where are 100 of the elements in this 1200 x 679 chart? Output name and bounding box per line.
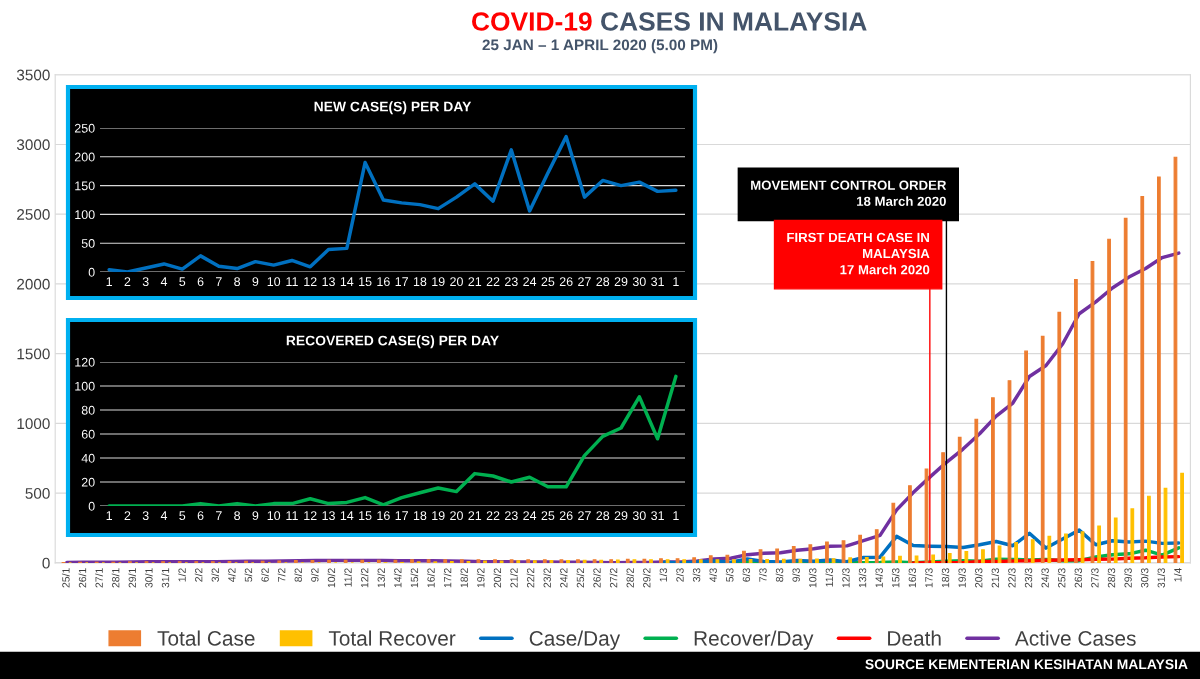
- x-tick-label: 25/2: [576, 568, 585, 588]
- x-tick-label: 17/2: [443, 568, 452, 588]
- x-tick-label: 26/1: [78, 568, 87, 588]
- x-tick-label: 16: [377, 277, 390, 287]
- bar: [997, 545, 1002, 563]
- x-tick-label: 13: [322, 277, 335, 287]
- bar: [1080, 531, 1085, 563]
- bar: [825, 541, 829, 563]
- y-tick-label: 0: [42, 557, 50, 569]
- x-tick-label: 27/3: [1090, 568, 1099, 588]
- chart-title: COVID-19 CASES IN MALAYSIA: [472, 12, 867, 31]
- bar: [632, 559, 637, 563]
- bar: [1097, 525, 1102, 563]
- bar: [742, 550, 746, 563]
- x-tick-label: 18: [413, 277, 427, 287]
- x-tick-label: 5: [179, 511, 186, 521]
- bar: [1014, 541, 1019, 563]
- y-tick-label: 100: [75, 210, 95, 220]
- x-tick-label: 11: [286, 511, 298, 520]
- x-tick-label: 19/3: [958, 568, 966, 588]
- y-tick-label: 2000: [17, 278, 50, 290]
- x-tick-label: 22: [486, 511, 500, 520]
- y-tick-label: 150: [75, 181, 95, 191]
- x-tick-label: 7/2: [277, 568, 286, 582]
- bar: [532, 560, 537, 563]
- bar: [649, 559, 653, 563]
- bar: [1130, 508, 1135, 563]
- bar: [1074, 279, 1078, 563]
- bar: [393, 559, 398, 563]
- x-tick-label: 23/2: [543, 568, 551, 588]
- bar: [410, 559, 414, 563]
- y-tick-label: 1000: [17, 418, 50, 430]
- y-tick-label: 3500: [16, 69, 50, 81]
- x-tick-label: 4/3: [709, 568, 717, 582]
- bar: [848, 557, 853, 563]
- bar: [642, 558, 647, 563]
- x-tick-label: 10: [267, 511, 281, 521]
- x-tick-label: 20/3: [974, 568, 983, 588]
- x-tick-label: 31/3: [1157, 568, 1165, 588]
- bar: [947, 552, 952, 563]
- x-tick-label: 28: [596, 277, 610, 287]
- x-tick-label: 7/3: [759, 568, 767, 582]
- bar: [1024, 350, 1028, 563]
- x-tick-label: 9: [252, 277, 259, 287]
- x-tick-label: 14/2: [393, 568, 402, 588]
- x-tick-label: 10/3: [808, 568, 817, 588]
- x-tick-label: 2: [124, 511, 131, 520]
- y-tick-label: 60: [81, 429, 95, 439]
- x-tick-label: 1: [673, 277, 679, 286]
- x-tick-label: 3/3: [692, 568, 701, 582]
- x-tick-label: 17/3: [924, 568, 933, 588]
- x-tick-label: 30/1: [144, 568, 153, 588]
- x-tick-label: 1: [673, 511, 679, 520]
- x-tick-label: 10/2: [327, 568, 336, 588]
- bar: [592, 559, 597, 563]
- x-tick-label: 15/3: [891, 568, 900, 588]
- bar: [1147, 495, 1151, 563]
- bar: [443, 559, 448, 563]
- x-tick-label: 13: [322, 511, 335, 521]
- x-tick-label: 25: [541, 511, 555, 521]
- legend-label: Recover/Day: [694, 630, 814, 650]
- x-tick-label: 22/2: [526, 568, 535, 588]
- x-tick-label: 3: [142, 277, 149, 287]
- bar: [615, 559, 620, 563]
- bar: [941, 452, 945, 563]
- bar: [898, 555, 902, 563]
- x-tick-label: 22: [486, 277, 500, 286]
- x-tick-label: 26/2: [593, 568, 601, 588]
- x-tick-label: 4: [160, 277, 168, 286]
- legend-label: Case/Day: [529, 630, 621, 650]
- x-tick-label: 2/2: [194, 568, 203, 582]
- x-tick-label: 31/1: [161, 568, 170, 588]
- x-tick-label: 17: [395, 511, 408, 520]
- bar: [559, 559, 564, 563]
- x-tick-label: 14: [340, 511, 354, 520]
- bar: [327, 559, 331, 563]
- line-series: [107, 374, 678, 506]
- bar: [1064, 533, 1068, 563]
- line-series: [107, 134, 678, 272]
- bar: [426, 559, 431, 563]
- x-tick-label: 28/1: [111, 568, 120, 588]
- y-tick-label: 120: [75, 357, 95, 367]
- y-tick-label: 500: [25, 488, 50, 499]
- x-tick-label: 29/1: [128, 568, 136, 588]
- x-tick-label: 19/2: [476, 568, 485, 588]
- bar: [599, 559, 604, 563]
- y-tick-label: 200: [74, 152, 95, 162]
- x-tick-label: 13/3: [858, 568, 867, 588]
- x-tick-label: 15: [359, 277, 372, 287]
- x-tick-label: 24/3: [1041, 568, 1049, 588]
- bar: [659, 558, 663, 563]
- x-tick-label: 31: [651, 277, 664, 287]
- y-tick-label: 50: [81, 239, 95, 248]
- x-tick-label: 20: [450, 277, 463, 287]
- x-tick-label: 12/2: [360, 568, 369, 588]
- bar: [781, 558, 786, 563]
- legend-label: Death: [888, 630, 941, 646]
- x-tick-label: 26: [559, 277, 573, 287]
- x-tick-label: 29: [614, 277, 628, 287]
- x-tick-label: 28: [596, 511, 610, 521]
